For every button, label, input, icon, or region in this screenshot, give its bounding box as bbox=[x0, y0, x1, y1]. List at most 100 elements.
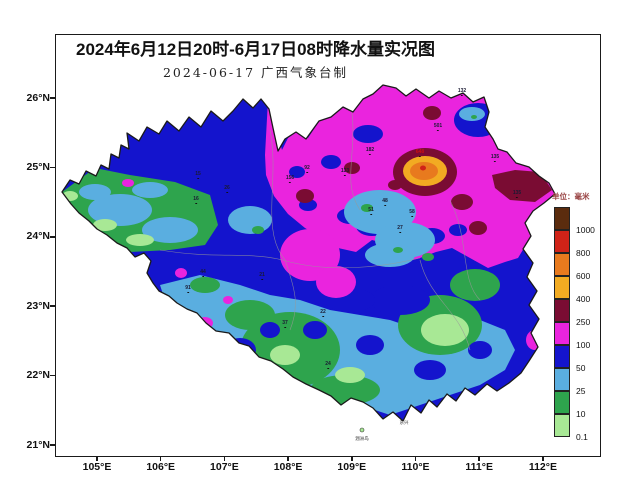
y-tick-label: 21°N bbox=[26, 438, 50, 451]
station-value: 48 bbox=[382, 199, 388, 206]
legend-swatch bbox=[554, 345, 570, 368]
weizhou-island bbox=[359, 427, 365, 433]
y-tick-mark bbox=[50, 97, 55, 99]
station-dot bbox=[289, 181, 291, 183]
x-tick-label: 109°E bbox=[337, 461, 367, 473]
x-tick-mark bbox=[414, 456, 417, 461]
legend-value-label: 800 bbox=[576, 248, 591, 258]
station-dot bbox=[369, 153, 371, 155]
x-tick-mark bbox=[159, 456, 162, 461]
station-value: 37 bbox=[282, 321, 288, 328]
x-tick-mark bbox=[223, 456, 226, 461]
station-dot bbox=[226, 191, 228, 193]
place-label: 涠洲岛 bbox=[355, 436, 369, 441]
x-tick-label: 106°E bbox=[146, 461, 176, 473]
station-value: 24 bbox=[325, 362, 331, 369]
x-tick-label: 110°E bbox=[401, 461, 430, 473]
legend-entry: 10 bbox=[551, 391, 611, 419]
y-tick-mark bbox=[50, 444, 55, 446]
station-value: 58 bbox=[409, 210, 415, 217]
x-tick-mark bbox=[287, 456, 289, 461]
station-value: 135 bbox=[491, 155, 499, 162]
station-value: 156 bbox=[286, 176, 294, 183]
station-dot bbox=[202, 275, 204, 277]
station-dot bbox=[261, 278, 263, 280]
station-rainfall-value: 26 bbox=[224, 185, 230, 191]
legend-entry: 400 bbox=[551, 276, 611, 304]
y-tick-label: 25°N bbox=[26, 160, 50, 173]
station-dot bbox=[516, 196, 518, 198]
x-tick-mark bbox=[351, 456, 353, 461]
station-value: 16 bbox=[193, 197, 199, 204]
legend-entry: 250 bbox=[551, 299, 611, 327]
station-dot bbox=[306, 171, 308, 173]
station-rainfall-value: 48 bbox=[382, 198, 388, 204]
legend-swatch bbox=[554, 299, 570, 322]
legend-swatch bbox=[554, 391, 570, 414]
legend-entry: 50 bbox=[551, 345, 611, 373]
station-value: 135 bbox=[513, 191, 521, 198]
legend-entry: 1000 bbox=[551, 207, 611, 235]
station-dot bbox=[197, 177, 199, 179]
legend-swatch bbox=[554, 414, 570, 437]
map-title: 2024年6月12日20时-6月17日08时降水量实况图 bbox=[75, 40, 436, 59]
legend-swatch bbox=[554, 253, 570, 276]
legend-swatch bbox=[554, 230, 570, 253]
legend-value-label: 100 bbox=[576, 340, 591, 350]
station-value: 27 bbox=[397, 226, 403, 233]
legend-colorbar: 1000 800 600 400 250 100 50 25 10 0.1 bbox=[551, 207, 613, 442]
x-tick-mark bbox=[542, 456, 544, 461]
province-border bbox=[61, 84, 556, 422]
legend-value-label: 0.1 bbox=[576, 432, 588, 442]
station-value: 91 bbox=[185, 286, 191, 293]
legend-entry: 800 bbox=[551, 230, 611, 258]
legend-value-label: 250 bbox=[576, 317, 591, 327]
station-dot bbox=[419, 155, 421, 157]
place-label: 东兴 bbox=[399, 420, 409, 425]
station-rainfall-value: 51 bbox=[368, 207, 374, 213]
station-rainfall-value: 133 bbox=[340, 168, 350, 174]
legend-value-label: 1000 bbox=[576, 225, 595, 235]
station-dot bbox=[322, 315, 324, 317]
y-tick-label: 26°N bbox=[26, 91, 50, 104]
station-value: 132 bbox=[458, 89, 466, 96]
station-value: 15 bbox=[195, 172, 201, 179]
station-rainfall-value: 501 bbox=[433, 123, 443, 129]
station-value: 44 bbox=[200, 270, 206, 277]
station-dot bbox=[461, 94, 463, 96]
station-rainfall-value: 16 bbox=[193, 196, 199, 202]
station-dot bbox=[327, 367, 329, 369]
station-rainfall-value: 22 bbox=[320, 309, 326, 315]
y-tick-mark bbox=[50, 166, 55, 169]
y-tick-label: 24°N bbox=[26, 230, 50, 243]
legend-entry: 25 bbox=[551, 368, 611, 396]
x-tick-label: 108°E bbox=[273, 461, 303, 473]
legend-unit-label: 单位：毫米 bbox=[552, 192, 590, 201]
station-rainfall-value: 135 bbox=[512, 190, 522, 196]
legend-entry: 600 bbox=[551, 253, 611, 281]
legend-swatch bbox=[554, 207, 570, 230]
station-rainfall-value: 92 bbox=[304, 165, 310, 171]
station-rainfall-value: 135 bbox=[490, 154, 500, 160]
station-dot bbox=[384, 204, 386, 206]
legend-swatch bbox=[554, 322, 570, 345]
station-rainfall-value: 15 bbox=[195, 171, 201, 177]
y-tick-mark bbox=[50, 374, 55, 377]
legend-value-label: 600 bbox=[576, 271, 591, 281]
station-dot bbox=[284, 326, 286, 328]
legend-swatch bbox=[554, 368, 570, 391]
x-tick-mark bbox=[96, 456, 98, 461]
station-value: 51 bbox=[368, 208, 374, 215]
legend-value-label: 10 bbox=[576, 409, 586, 419]
station-dot bbox=[411, 215, 413, 217]
legend-value-label: 25 bbox=[576, 386, 586, 396]
station-value: 182 bbox=[366, 148, 374, 155]
legend-entry: 100 bbox=[551, 322, 611, 350]
x-tick-label: 111°E bbox=[465, 461, 493, 473]
station-rainfall-value: 156 bbox=[285, 175, 295, 181]
x-tick-label: 107°E bbox=[210, 461, 239, 473]
station-rainfall-value: 44 bbox=[200, 269, 206, 275]
station-value: 501 bbox=[434, 124, 442, 131]
